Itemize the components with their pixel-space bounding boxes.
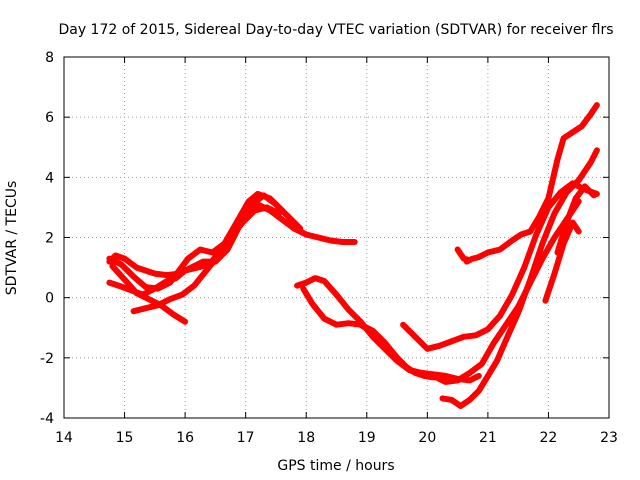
y-tick-label: 0 [45, 291, 54, 307]
series-line-track-f [294, 275, 482, 384]
y-tick-label: -4 [40, 411, 54, 427]
y-tick-label: -2 [40, 351, 54, 367]
x-tick-labels: 14 15 16 17 18 19 20 21 22 23 [55, 430, 618, 446]
series-line-track-c [106, 190, 285, 292]
y-tick-label: 8 [45, 50, 54, 66]
x-tick-label: 23 [600, 430, 618, 446]
x-tick-label: 22 [540, 430, 558, 446]
x-tick-label: 16 [176, 430, 194, 446]
series-layer [106, 102, 600, 409]
series-line-track-k [463, 102, 600, 265]
series-line-track-m [542, 219, 582, 304]
x-tick-label: 17 [237, 430, 255, 446]
series-line-track-i [400, 180, 600, 352]
x-tick-label: 19 [358, 430, 376, 446]
x-tick-label: 20 [418, 430, 436, 446]
series-line-track-j [439, 147, 600, 409]
y-axis-label: SDTVAR / TECUs [4, 181, 20, 296]
x-tick-label: 21 [479, 430, 497, 446]
series-line-track-h [357, 321, 446, 381]
gridlines [64, 57, 609, 418]
series-line-track-n [554, 183, 597, 256]
chart-title: Day 172 of 2015, Sidereal Day-to-day VTE… [58, 22, 613, 38]
series-line-track-e [130, 204, 282, 315]
x-tick-label: 14 [55, 430, 73, 446]
series-line-track-l [454, 246, 473, 264]
y-tick-label: 4 [45, 170, 54, 186]
y-tick-label: 2 [45, 231, 54, 247]
x-axis-label: GPS time / hours [277, 458, 394, 474]
series-line-track-d [109, 263, 189, 325]
plot-frame [63, 56, 610, 419]
y-tick-labels: -4 -2 0 2 4 6 8 [40, 50, 54, 427]
x-tick-label: 15 [116, 430, 134, 446]
x-tick-label: 18 [297, 430, 315, 446]
y-tick-label: 6 [45, 110, 54, 126]
